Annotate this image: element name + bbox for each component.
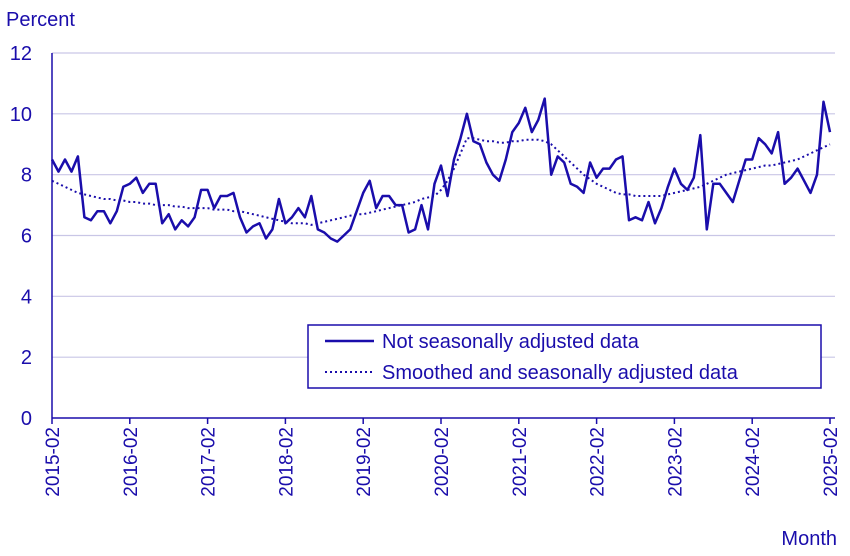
x-tick-label: 2018-02: [276, 427, 297, 497]
x-tick-label: 2022-02: [588, 427, 609, 497]
y-tick-label: 2: [21, 347, 32, 369]
y-tick-labels: 0 2 4 6 8 10 12: [10, 43, 32, 430]
legend-label-not-seasonally-adjusted: Not seasonally adjusted data: [382, 331, 640, 353]
x-tick-label: 2020-02: [432, 427, 453, 497]
x-tick-label: 2017-02: [199, 427, 220, 497]
x-tick-label: 2016-02: [121, 427, 142, 497]
y-tick-label: 0: [21, 408, 32, 430]
y-tick-label: 4: [21, 286, 32, 308]
legend-box: [307, 324, 822, 389]
series-lines: [50, 97, 832, 243]
x-axis-title: Month: [781, 528, 837, 550]
x-tick-label: 2024-02: [743, 427, 764, 497]
y-axis-title: Percent: [6, 9, 75, 31]
series-line-not-seasonally-adjusted: [50, 97, 832, 243]
x-tick-labels: 2015-02 2016-02 2017-02 2018-02 2019-02 2020-…: [43, 427, 842, 497]
y-tick-label: 6: [21, 226, 32, 248]
x-tick-label: 2023-02: [665, 427, 686, 497]
series-line-smoothed: [51, 137, 831, 226]
y-tick-label: 12: [10, 43, 32, 65]
x-tick-label: 2019-02: [354, 427, 375, 497]
x-tick-label: 2025-02: [821, 427, 842, 497]
axes: [51, 53, 835, 424]
y-tick-label: 8: [21, 165, 32, 187]
x-tick-label: 2015-02: [43, 427, 64, 497]
y-tick-label: 10: [10, 104, 32, 126]
x-tick-label: 2021-02: [510, 427, 531, 497]
legend-label-smoothed: Smoothed and seasonally adjusted data: [382, 362, 739, 384]
legend: Not seasonally adjusted data Smoothed an…: [307, 324, 822, 389]
